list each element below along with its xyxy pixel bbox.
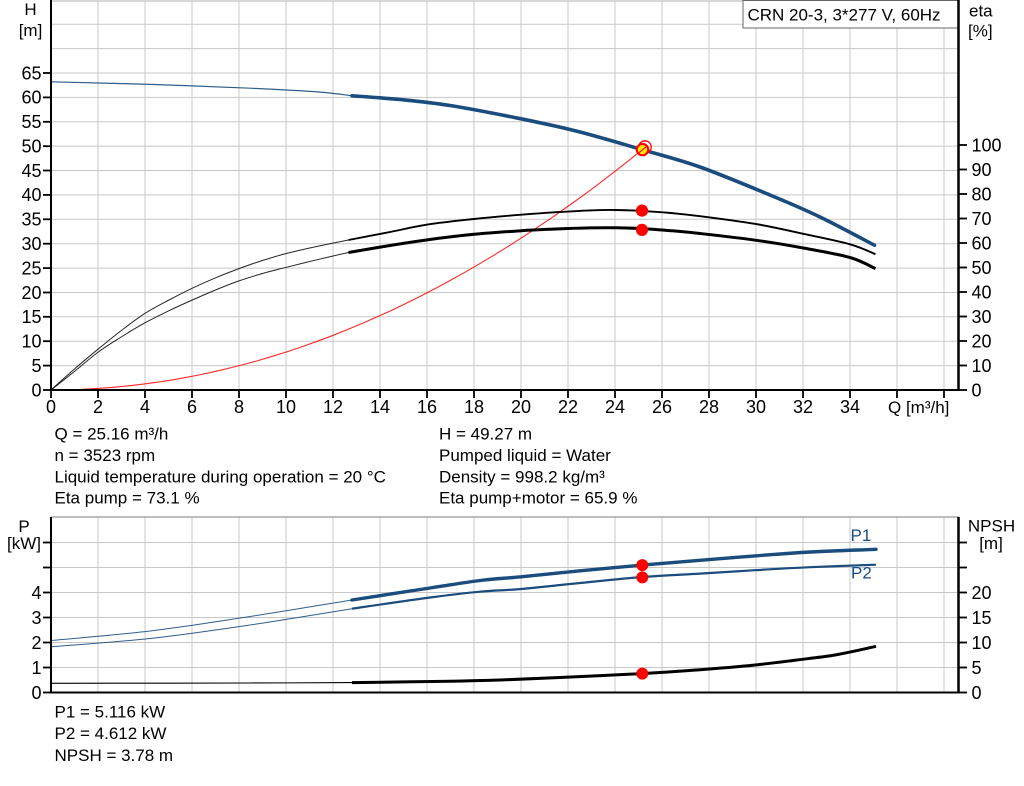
svg-text:0: 0 — [31, 380, 41, 400]
svg-text:[%]: [%] — [968, 22, 993, 41]
svg-text:22: 22 — [558, 397, 578, 417]
svg-text:35: 35 — [21, 210, 41, 230]
svg-text:CRN 20-3, 3*277 V, 60Hz: CRN 20-3, 3*277 V, 60Hz — [747, 5, 940, 24]
svg-text:[m]: [m] — [979, 534, 1003, 553]
svg-text:[kW]: [kW] — [7, 534, 41, 553]
svg-text:26: 26 — [652, 397, 672, 417]
svg-text:100: 100 — [972, 135, 1002, 155]
svg-text:5: 5 — [31, 356, 41, 376]
svg-text:Liquid temperature during oper: Liquid temperature during operation = 20… — [55, 467, 386, 486]
svg-text:60: 60 — [972, 233, 992, 253]
svg-text:0: 0 — [972, 380, 982, 400]
svg-text:50: 50 — [21, 137, 41, 157]
svg-text:P1 = 5.116 kW: P1 = 5.116 kW — [55, 702, 166, 721]
svg-text:55: 55 — [21, 112, 41, 132]
svg-text:34: 34 — [840, 397, 860, 417]
svg-text:15: 15 — [972, 608, 992, 628]
svg-text:10: 10 — [972, 633, 992, 653]
svg-text:10: 10 — [972, 356, 992, 376]
svg-text:32: 32 — [793, 397, 813, 417]
svg-text:40: 40 — [21, 185, 41, 205]
svg-text:4: 4 — [31, 583, 41, 603]
svg-text:70: 70 — [972, 209, 992, 229]
svg-text:30: 30 — [972, 307, 992, 327]
svg-text:Eta pump+motor = 65.9 %: Eta pump+motor = 65.9 % — [439, 488, 637, 507]
svg-text:24: 24 — [605, 397, 625, 417]
svg-text:25: 25 — [21, 258, 41, 278]
svg-text:60: 60 — [21, 88, 41, 108]
svg-text:8: 8 — [234, 397, 244, 417]
svg-text:30: 30 — [746, 397, 766, 417]
svg-text:NPSH: NPSH — [968, 517, 1015, 536]
svg-text:Q = 25.16 m³/h: Q = 25.16 m³/h — [55, 425, 169, 444]
svg-text:20: 20 — [972, 583, 992, 603]
svg-text:[m]: [m] — [19, 21, 43, 40]
svg-text:5: 5 — [972, 658, 982, 678]
svg-text:45: 45 — [21, 161, 41, 181]
svg-text:n = 3523 rpm: n = 3523 rpm — [55, 446, 156, 465]
svg-text:P2 = 4.612 kW: P2 = 4.612 kW — [55, 724, 167, 743]
svg-text:2: 2 — [93, 397, 103, 417]
svg-text:Pumped liquid = Water: Pumped liquid = Water — [439, 446, 611, 465]
svg-text:20: 20 — [21, 283, 41, 303]
svg-text:0: 0 — [31, 683, 41, 703]
svg-text:12: 12 — [323, 397, 343, 417]
svg-text:20: 20 — [511, 397, 531, 417]
svg-text:50: 50 — [972, 258, 992, 278]
svg-text:80: 80 — [972, 184, 992, 204]
svg-text:0: 0 — [46, 397, 56, 417]
svg-text:15: 15 — [21, 307, 41, 327]
svg-text:16: 16 — [417, 397, 437, 417]
svg-text:3: 3 — [31, 608, 41, 628]
svg-text:P1: P1 — [851, 526, 872, 545]
svg-text:14: 14 — [370, 397, 390, 417]
svg-text:H = 49.27 m: H = 49.27 m — [439, 425, 532, 444]
svg-text:65: 65 — [21, 63, 41, 83]
svg-text:NPSH = 3.78 m: NPSH = 3.78 m — [55, 746, 174, 765]
svg-text:30: 30 — [21, 234, 41, 254]
svg-text:28: 28 — [699, 397, 719, 417]
svg-text:2: 2 — [31, 633, 41, 653]
svg-text:Density = 998.2 kg/m³: Density = 998.2 kg/m³ — [439, 467, 605, 486]
svg-text:6: 6 — [187, 397, 197, 417]
svg-text:4: 4 — [140, 397, 150, 417]
svg-text:P2: P2 — [851, 564, 872, 583]
svg-text:90: 90 — [972, 160, 992, 180]
svg-text:eta: eta — [969, 2, 993, 21]
svg-text:Eta pump = 73.1 %: Eta pump = 73.1 % — [55, 488, 200, 507]
svg-text:H: H — [24, 0, 36, 19]
svg-text:P: P — [18, 517, 29, 536]
svg-text:0: 0 — [972, 683, 982, 703]
svg-text:10: 10 — [21, 332, 41, 352]
svg-text:Q [m³/h]: Q [m³/h] — [888, 398, 949, 417]
svg-text:10: 10 — [276, 397, 296, 417]
svg-text:40: 40 — [972, 282, 992, 302]
svg-text:1: 1 — [31, 658, 41, 678]
svg-text:18: 18 — [464, 397, 484, 417]
svg-text:20: 20 — [972, 331, 992, 351]
